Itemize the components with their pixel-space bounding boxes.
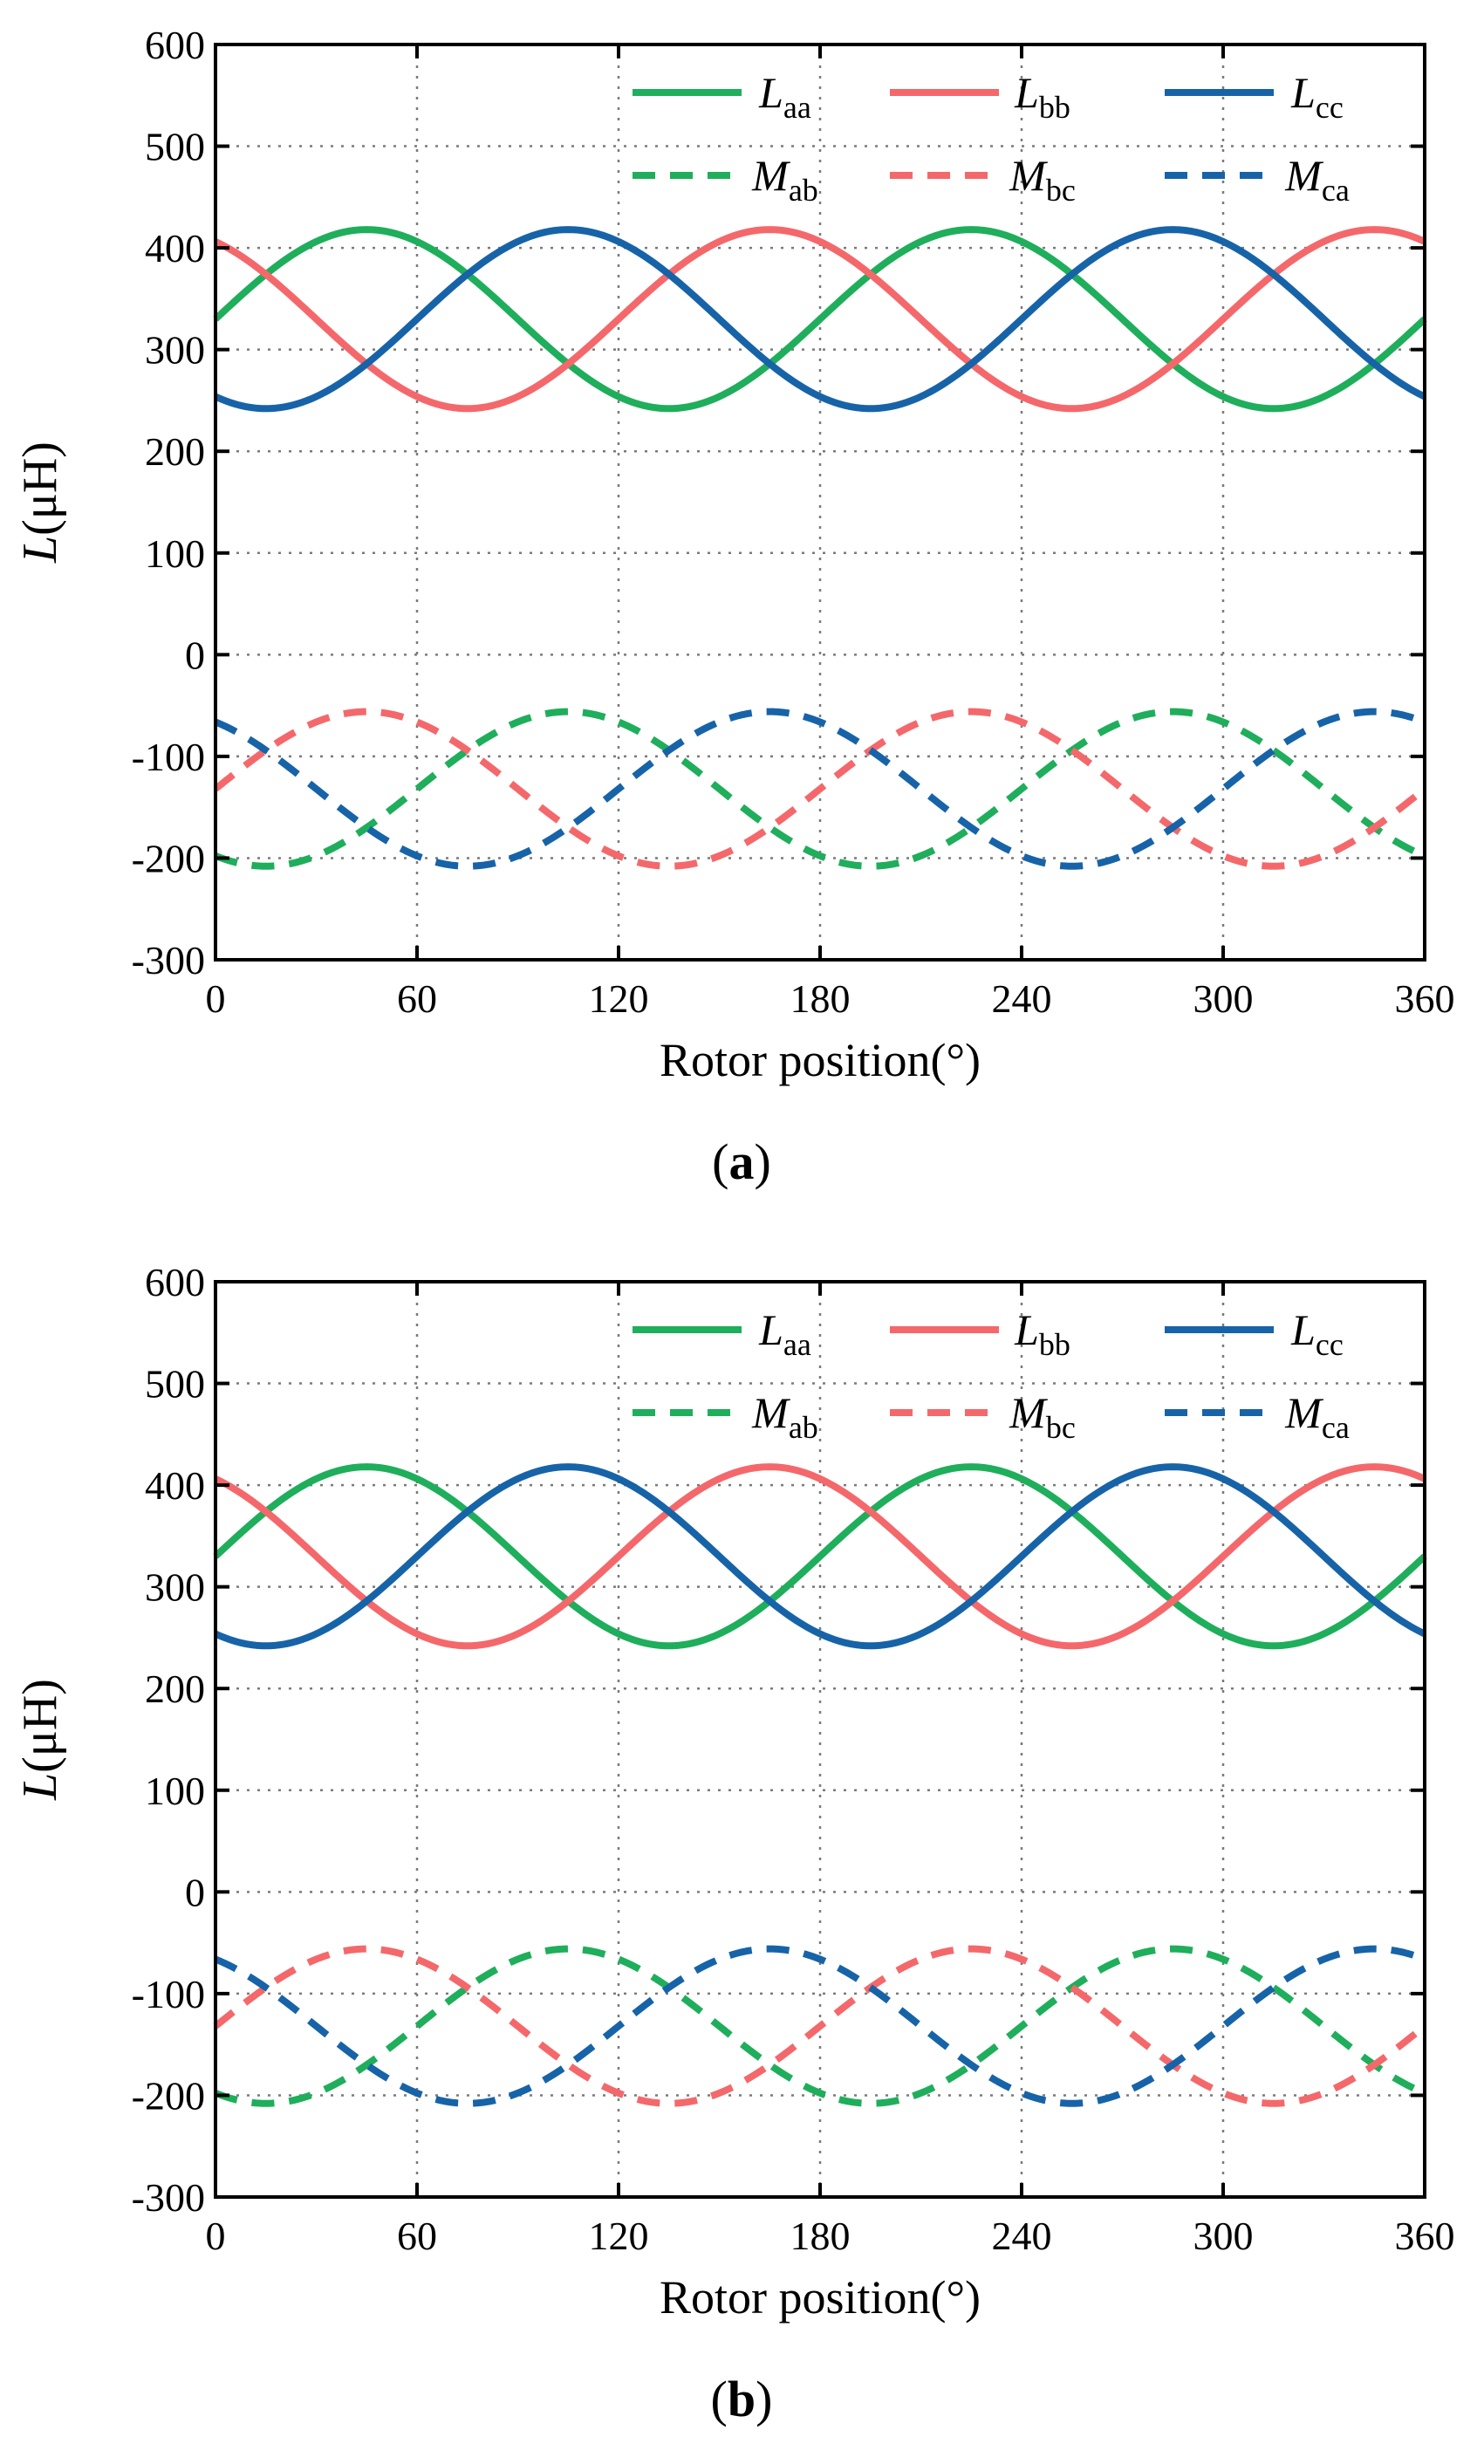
legend-label-Mca: Mca	[1284, 1388, 1350, 1445]
y-tick-label: -100	[132, 735, 205, 779]
y-tick-label: 100	[145, 1769, 205, 1813]
y-tick-label: 400	[145, 1463, 205, 1508]
x-axis-label: Rotor position(°)	[660, 1034, 981, 1086]
legend-label-Lcc: Lcc	[1290, 68, 1344, 125]
x-tick-label: 0	[206, 976, 226, 1021]
series-line-Laa	[213, 226, 1427, 413]
y-tick-label: -200	[132, 2073, 205, 2118]
x-tick-label: 240	[992, 976, 1052, 1021]
x-axis-label: Rotor position(°)	[660, 2271, 981, 2324]
x-tick-label: 180	[790, 2214, 851, 2258]
chart-panel-a: 0 60 120 180 240 300 360 -300 -200 -100 0 100 200 300…	[13, 23, 1455, 1190]
y-tick-label: -300	[132, 938, 205, 982]
chart-panel-b: 0 60 120 180 240 300 360 -300 -200 -100 0 100 200 300…	[13, 1260, 1455, 2427]
x-tick-label: 360	[1395, 976, 1455, 1021]
legend-label-Mab: Mab	[751, 151, 818, 208]
y-tick-label: 300	[145, 328, 205, 373]
y-axis-label: L(μH)	[13, 1679, 67, 1801]
series-line-Mab	[214, 708, 1426, 870]
series-line-Mab	[214, 1945, 1426, 2107]
y-tick-label: -100	[132, 1972, 205, 2016]
y-tick-label: 0	[185, 633, 205, 677]
series-line-Laa	[213, 1463, 1427, 1650]
y-tick-label: 0	[185, 1870, 205, 1914]
legend-label-Lbb: Lbb	[1014, 1305, 1070, 1362]
series-line-Mbc	[213, 1945, 1427, 2107]
y-axis-label-symbol: L	[13, 1773, 67, 1801]
y-tick-label: -200	[132, 836, 205, 880]
x-tick-label: 300	[1193, 976, 1254, 1021]
x-tick-label: 240	[992, 2214, 1052, 2258]
legend-label-Lbb: Lbb	[1014, 68, 1070, 125]
series-line-Lbb	[214, 226, 1426, 413]
legend-label-Laa: Laa	[758, 1305, 811, 1362]
series-line-Lcc	[214, 1463, 1426, 1650]
x-tick-label: 180	[790, 976, 851, 1021]
x-tick-label: 120	[589, 2214, 649, 2258]
y-axis-label-unit: (μH)	[13, 1679, 67, 1773]
x-tick-label: 60	[397, 2214, 437, 2258]
y-axis-label: L(μH)	[13, 441, 67, 564]
x-tick-label: 300	[1193, 2214, 1254, 2258]
y-axis-label-symbol: L	[13, 536, 67, 564]
y-tick-label: 500	[145, 125, 205, 169]
legend-label-Mab: Mab	[751, 1388, 818, 1445]
series-line-Mbc	[213, 708, 1427, 870]
legend-label-Lcc: Lcc	[1290, 1305, 1344, 1362]
y-tick-label: 300	[145, 1565, 205, 1610]
panel-label: (b)	[711, 2371, 773, 2427]
y-tick-label: 500	[145, 1362, 205, 1407]
series-line-Lbb	[214, 1463, 1426, 1650]
y-tick-label: 600	[145, 23, 205, 67]
legend-label-Mca: Mca	[1284, 151, 1350, 208]
y-tick-label: 200	[145, 429, 205, 474]
x-tick-label: 360	[1395, 2214, 1455, 2258]
y-axis-label-unit: (μH)	[13, 441, 67, 536]
y-tick-label: 400	[145, 226, 205, 270]
x-tick-label: 120	[589, 976, 649, 1021]
legend-label-Mbc: Mbc	[1009, 1388, 1076, 1445]
y-tick-label: 600	[145, 1260, 205, 1304]
legend-label-Mbc: Mbc	[1009, 151, 1076, 208]
series-line-Mca	[214, 1945, 1426, 2107]
x-tick-label: 60	[397, 976, 437, 1021]
x-tick-label: 0	[206, 2214, 226, 2258]
legend-label-Laa: Laa	[758, 68, 811, 125]
y-tick-label: 100	[145, 531, 205, 576]
y-tick-label: 200	[145, 1667, 205, 1711]
panel-label: (a)	[712, 1133, 771, 1190]
series-line-Lcc	[214, 226, 1426, 413]
series-line-Mca	[214, 708, 1426, 870]
y-tick-label: -300	[132, 2175, 205, 2220]
